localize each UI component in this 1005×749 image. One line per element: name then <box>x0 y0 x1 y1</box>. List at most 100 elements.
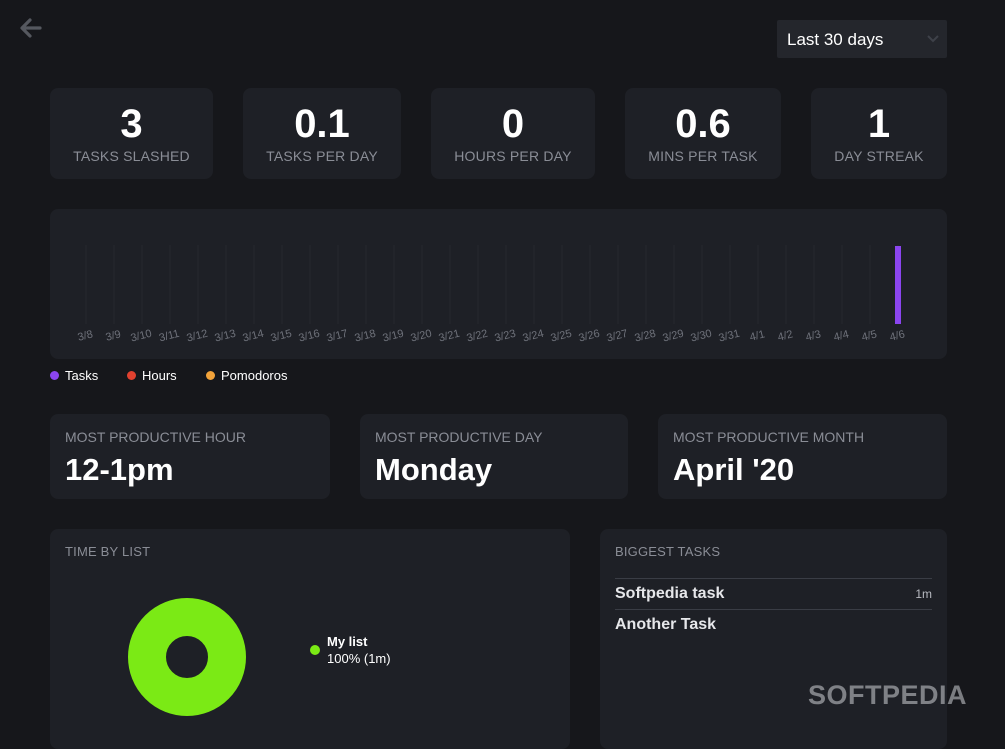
date-range-select[interactable]: Last 30 days <box>777 20 947 58</box>
bar-track <box>141 245 143 324</box>
bar-track <box>841 245 843 324</box>
donut-slice-my-list <box>128 598 246 716</box>
most-productive-month-card: MOST PRODUCTIVE MONTH April '20 <box>658 414 947 499</box>
stat-card-hours-per-day: 0 HOURS PER DAY <box>431 88 595 179</box>
x-tick-label: 3/13 <box>213 328 237 345</box>
x-tick-label: 3/26 <box>577 328 601 345</box>
bar-track <box>197 245 199 324</box>
stat-card-tasks-per-day: 0.1 TASKS PER DAY <box>243 88 401 179</box>
x-tick-label: 3/15 <box>269 328 293 345</box>
bar-track <box>617 245 619 324</box>
bar-track <box>673 245 675 324</box>
bar-track <box>449 245 451 324</box>
legend-item-hours[interactable]: Hours <box>127 368 177 383</box>
most-productive-hour-card: MOST PRODUCTIVE HOUR 12-1pm <box>50 414 330 499</box>
legend-label: Tasks <box>65 368 99 383</box>
x-tick-label: 3/16 <box>297 328 321 345</box>
biggest-tasks-panel: BIGGEST TASKS Softpedia task 1m Another … <box>600 529 947 749</box>
stat-label: TASKS PER DAY <box>266 148 378 164</box>
legend-label: Hours <box>142 368 177 383</box>
x-tick-label: 3/31 <box>717 328 741 345</box>
x-tick-label: 3/30 <box>689 328 713 345</box>
bar-track <box>337 245 339 324</box>
bar-track <box>757 245 759 324</box>
stat-card-tasks-slashed: 3 TASKS SLASHED <box>50 88 213 179</box>
bar-track <box>533 245 535 324</box>
x-tick-label: 4/2 <box>776 328 794 343</box>
softpedia-watermark: SOFTPEDIA <box>808 680 968 710</box>
x-tick-label: 3/24 <box>521 328 545 345</box>
x-tick-label: 3/12 <box>185 328 209 345</box>
card-value: April '20 <box>673 452 795 487</box>
stat-value: 3 <box>120 102 143 146</box>
bar-track <box>421 245 423 324</box>
stat-value: 1 <box>867 102 891 146</box>
bar-track <box>85 245 87 324</box>
x-tick-label: 3/18 <box>353 328 377 345</box>
bar-track <box>785 245 787 324</box>
date-range-value: Last 30 days <box>787 30 884 49</box>
arrow-left-icon <box>20 18 42 38</box>
x-tick-label: 3/17 <box>325 328 349 345</box>
bar-track <box>281 245 283 324</box>
time-by-list-panel: TIME BY LIST My list 100% (1m) <box>50 529 570 749</box>
chevron-down-icon <box>927 35 939 43</box>
list-share: 100% (1m) <box>327 651 391 666</box>
x-tick-label: 3/14 <box>241 328 265 345</box>
most-productive-day-card: MOST PRODUCTIVE DAY Monday <box>360 414 628 499</box>
legend-item-pomodoros[interactable]: Pomodoros <box>206 368 287 383</box>
legend-dot <box>310 645 320 655</box>
bar-track <box>169 245 171 324</box>
task-name: Softpedia task <box>615 585 725 602</box>
x-tick-label: 3/28 <box>633 328 657 345</box>
activity-chart-svg: 3/8 3/9 3/10 3/11 3/12 3/13 3/14 3/15 3/16 3/17 3/… <box>76 245 906 345</box>
card-value: 12-1pm <box>65 452 174 487</box>
x-tick-label: 3/19 <box>381 328 405 345</box>
bar-track <box>253 245 255 324</box>
x-tick-label: 3/9 <box>104 328 122 343</box>
bar-track <box>813 245 815 324</box>
task-row[interactable]: Softpedia task 1m <box>615 578 932 610</box>
bar-track <box>701 245 703 324</box>
list-name: My list <box>327 634 368 649</box>
legend-dot <box>50 371 59 380</box>
x-tick-label: 3/21 <box>437 328 461 345</box>
bar-track <box>645 245 647 324</box>
bar-track <box>393 245 395 324</box>
x-tick-label: 3/10 <box>129 328 153 345</box>
x-tick-label: 4/4 <box>832 328 850 343</box>
stat-card-day-streak: 1 DAY STREAK <box>811 88 947 179</box>
back-button[interactable] <box>18 16 44 40</box>
card-label: MOST PRODUCTIVE DAY <box>375 429 543 445</box>
task-name: Another Task <box>615 616 717 633</box>
stat-label: DAY STREAK <box>834 148 924 164</box>
card-label: MOST PRODUCTIVE MONTH <box>673 429 865 445</box>
x-tick-label: 3/29 <box>661 328 685 345</box>
x-tick-label: 3/22 <box>465 328 489 345</box>
panel-title: BIGGEST TASKS <box>615 544 721 559</box>
bar-track <box>729 245 731 324</box>
stat-label: HOURS PER DAY <box>454 148 572 164</box>
stat-value: 0.6 <box>675 102 731 146</box>
legend-label: Pomodoros <box>221 368 288 383</box>
stat-label: MINS PER TASK <box>648 148 758 164</box>
bar-track <box>869 245 871 324</box>
stat-value: 0.1 <box>294 102 350 146</box>
x-tick-label: 3/23 <box>493 328 517 345</box>
legend-item-tasks[interactable]: Tasks <box>50 368 98 383</box>
stat-card-mins-per-task: 0.6 MINS PER TASK <box>625 88 781 179</box>
task-row[interactable]: Another Task <box>615 609 932 641</box>
x-tick-label: 4/1 <box>748 328 766 343</box>
bar-track <box>589 245 591 324</box>
bar-tasks-4-6 <box>895 246 901 324</box>
card-label: MOST PRODUCTIVE HOUR <box>65 429 246 445</box>
task-duration: 1m <box>915 587 932 601</box>
legend-dot <box>206 371 215 380</box>
x-tick-label: 4/3 <box>804 328 822 343</box>
panel-title: TIME BY LIST <box>65 544 151 559</box>
x-tick-label: 3/20 <box>409 328 433 345</box>
bar-track <box>477 245 479 324</box>
activity-chart: 3/8 3/9 3/10 3/11 3/12 3/13 3/14 3/15 3/16 3/17 3/… <box>50 209 947 359</box>
x-tick-label: 3/11 <box>158 328 181 345</box>
bar-track <box>225 245 227 324</box>
